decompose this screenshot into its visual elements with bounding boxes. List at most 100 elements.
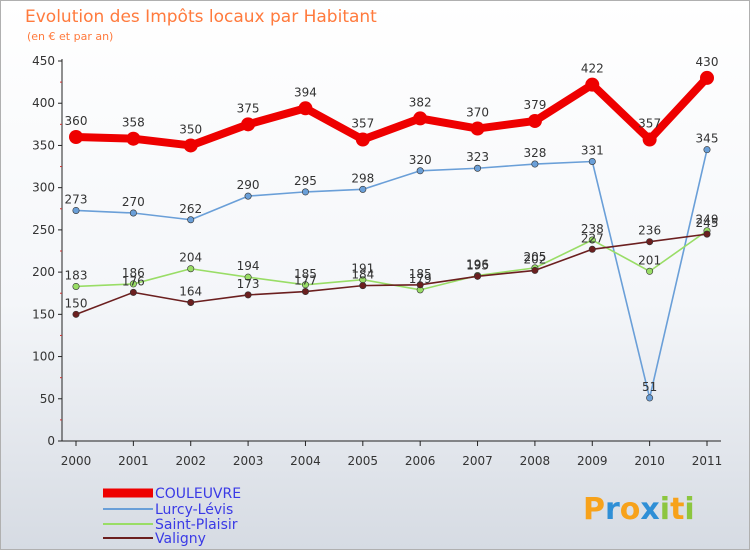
logo-letter: x <box>640 492 659 527</box>
data-point <box>301 188 309 196</box>
x-tick-label: 2000 <box>61 454 92 468</box>
data-label: 375 <box>237 101 260 115</box>
series-line-1 <box>75 148 708 399</box>
data-point <box>301 281 309 289</box>
proxiti-logo: Proxiti <box>583 492 695 527</box>
axes: 0 50 100 150 200 250 300 350 400 450 2000 2001 2002 2… <box>32 54 722 468</box>
data-label: 360 <box>65 114 88 128</box>
data-label: 331 <box>581 143 604 157</box>
x-tick-label: 2005 <box>348 454 379 468</box>
logo-letter: i <box>660 492 670 527</box>
data-label: 176 <box>122 274 145 288</box>
data-point <box>241 117 256 132</box>
data-point <box>187 299 195 307</box>
x-tick-label: 2007 <box>462 454 493 468</box>
data-point <box>531 266 539 274</box>
x-tick-label: 2004 <box>290 454 321 468</box>
data-label: 345 <box>696 132 719 146</box>
legend-label: Saint-Plaisir <box>155 517 238 533</box>
data-label: 290 <box>237 178 260 192</box>
data-point <box>646 267 654 275</box>
data-point <box>416 167 424 175</box>
y-tick-label: 400 <box>32 96 55 110</box>
data-point <box>527 113 542 128</box>
data-point <box>646 394 654 402</box>
data-label: 328 <box>523 146 546 160</box>
x-tick-label: 2011 <box>692 454 723 468</box>
data-label: 185 <box>409 267 432 281</box>
data-point <box>72 282 80 290</box>
x-tick-label: 2009 <box>577 454 608 468</box>
chart-title: Evolution des Impôts locaux par Habitant <box>25 7 377 27</box>
data-label: 173 <box>237 277 260 291</box>
data-label: 185 <box>294 267 317 281</box>
data-point <box>413 111 428 126</box>
y-tick-label: 300 <box>32 181 55 195</box>
data-point <box>588 245 596 253</box>
y-tick-label: 150 <box>32 307 55 321</box>
data-label: 205 <box>523 250 546 264</box>
data-label: 358 <box>122 116 145 130</box>
data-label: 194 <box>237 259 260 273</box>
x-tick-label: 2006 <box>405 454 436 468</box>
data-label: 227 <box>581 231 604 245</box>
data-point <box>703 230 711 238</box>
data-label: 191 <box>351 262 374 276</box>
y-tick-label: 250 <box>32 223 55 237</box>
data-label: 179 <box>409 272 432 286</box>
data-point <box>474 272 482 280</box>
y-tick-label: 50 <box>40 392 55 406</box>
data-point <box>359 282 367 290</box>
data-point <box>359 185 367 193</box>
data-point <box>588 236 596 244</box>
data-point <box>470 121 485 136</box>
logo-letter: o <box>620 492 641 527</box>
logo-letter: t <box>670 492 684 527</box>
series-line-3 <box>75 233 708 316</box>
data-label: 357 <box>638 117 661 131</box>
logo-letter: P <box>583 492 605 527</box>
data-point <box>700 70 714 85</box>
series-line-0 <box>72 73 711 150</box>
data-label: 357 <box>351 117 374 131</box>
data-label: 51 <box>642 380 657 394</box>
data-point <box>244 273 252 281</box>
logo-letter: i <box>684 492 694 527</box>
data-label: 204 <box>179 251 202 265</box>
data-point <box>416 281 424 289</box>
data-label: 164 <box>179 285 202 299</box>
data-point <box>474 164 482 172</box>
y-tick-label: 350 <box>32 138 55 152</box>
data-point <box>298 101 313 116</box>
data-label: 394 <box>294 85 317 99</box>
x-tick-label: 2002 <box>175 454 206 468</box>
series-group <box>69 70 714 402</box>
data-point <box>588 157 596 165</box>
data-label: 430 <box>696 55 719 69</box>
data-label: 323 <box>466 150 489 164</box>
logo-text: Proxiti <box>583 492 695 527</box>
data-label: 382 <box>409 95 432 109</box>
data-point <box>72 206 80 214</box>
data-point <box>69 130 83 144</box>
data-label: 177 <box>294 274 317 288</box>
data-label: 195 <box>466 258 489 272</box>
series-line-2 <box>75 229 708 291</box>
data-label: 249 <box>696 213 719 227</box>
data-point <box>301 288 309 296</box>
data-label: 245 <box>696 216 719 230</box>
data-point <box>129 288 137 296</box>
data-point <box>642 132 657 147</box>
data-label: 262 <box>179 202 202 216</box>
data-label: 238 <box>581 222 604 236</box>
data-point <box>126 131 141 146</box>
data-point <box>646 238 654 246</box>
data-label: 186 <box>122 266 145 280</box>
data-label: 150 <box>65 296 88 310</box>
data-label: 202 <box>523 252 546 266</box>
data-label: 295 <box>294 174 317 188</box>
logo-letter: r <box>605 492 620 527</box>
